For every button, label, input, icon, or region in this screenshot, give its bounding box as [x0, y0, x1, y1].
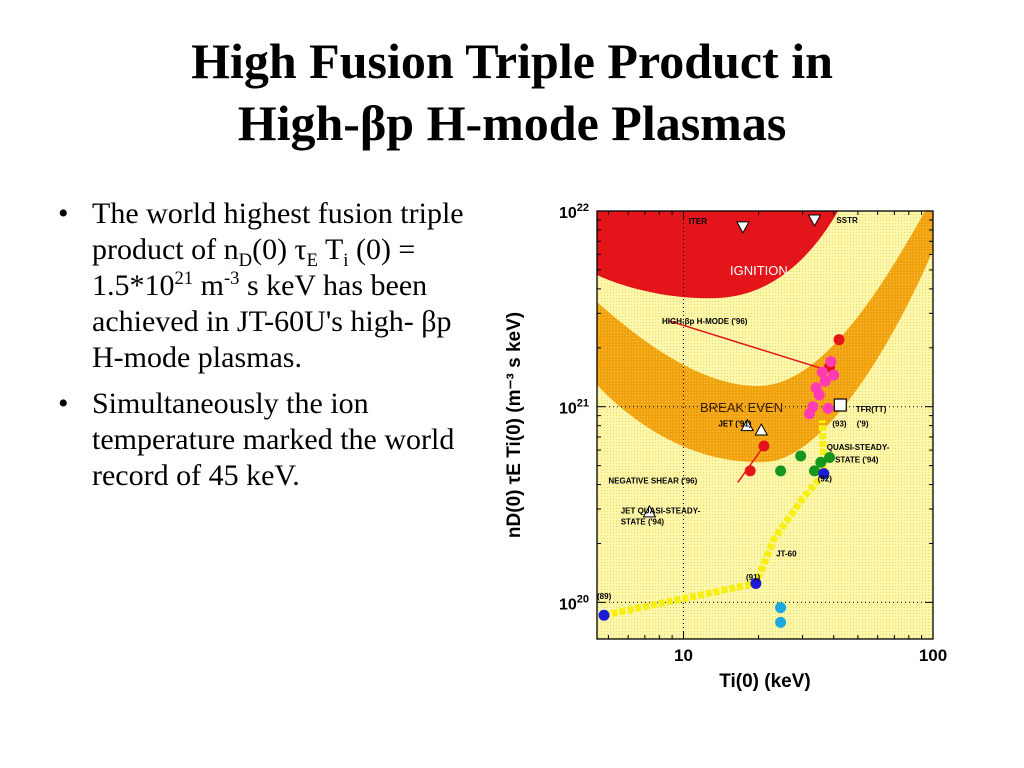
title-line-2: High-βp H-mode Plasmas: [237, 95, 787, 151]
bullet-subscript: D: [238, 250, 253, 271]
data-point-1-8: [828, 369, 840, 381]
bullet-marker: •: [58, 197, 69, 230]
annotation-12: STATE ('94): [621, 518, 665, 527]
annotation-9: NEGATIVE SHEAR ('96): [608, 477, 697, 486]
data-point-0-1: [758, 440, 770, 452]
annotation-5: TFR(TT): [856, 405, 887, 414]
triple-product-chart: IGNITION BREAK EVEN ITER SSTR HIGH-βp H-MODE…: [504, 202, 947, 692]
data-point-1-7: [804, 408, 816, 420]
annotation-3: JET ('91): [718, 420, 751, 429]
jt60-progress-arrow: [603, 420, 828, 619]
bullet-text: s keV has been achieved in JT-60U's high…: [92, 269, 452, 374]
title-line-1: High Fusion Triple Product in: [191, 33, 833, 89]
y-tick-label: 1021: [559, 398, 589, 418]
data-point-6-0: [736, 221, 750, 234]
data-point-7-0: [833, 398, 847, 412]
bullet-subscript: i: [343, 250, 349, 271]
bullet-text: The world highest fusion triple product …: [92, 197, 464, 266]
bullet-superscript: 21: [174, 268, 194, 289]
data-point-5-2: [642, 504, 657, 518]
bullet-text: (0) = 1.5*10: [92, 233, 416, 302]
data-point-2-3: [815, 456, 827, 468]
x-axis-label: Ti(0) (keV): [719, 671, 811, 692]
negative-shear-pointer: [737, 445, 765, 483]
data-point-0-3: [833, 334, 845, 346]
annotation-10: (92): [818, 474, 833, 483]
bullet-text: m: [193, 269, 224, 302]
slide-title: High Fusion Triple Product in High-βp H-…: [40, 30, 984, 154]
data-point-4-0: [775, 602, 787, 614]
break-even-label: BREAK EVEN: [700, 400, 783, 415]
x-tick-label: 10: [674, 646, 693, 665]
data-point-3-0: [598, 609, 610, 621]
annotation-13: JT-60: [776, 549, 797, 558]
annotation-6: ('9): [857, 420, 869, 429]
data-point-1-6: [825, 356, 837, 368]
bullet-item-triple-product: • The world highest fusion triple produc…: [58, 196, 468, 376]
annotation-8: STATE ('94): [835, 455, 879, 464]
bullet-subscript: E: [306, 250, 318, 271]
bullet-list: • The world highest fusion triple produc…: [58, 196, 468, 504]
annotation-4: (93): [832, 420, 847, 429]
x-tick-label: 100: [919, 646, 947, 665]
data-point-5-0: [740, 418, 755, 432]
annotation-2: HIGH-βp H-MODE ('96): [662, 317, 748, 326]
bullet-text: T: [317, 233, 344, 266]
data-point-1-5: [810, 382, 822, 394]
annotation-1: SSTR: [836, 216, 858, 225]
data-point-0-0: [744, 465, 756, 477]
data-point-4-1: [775, 616, 787, 628]
annotation-15: (89): [597, 592, 612, 601]
data-point-3-1: [750, 577, 762, 589]
ignition-label: IGNITION: [730, 263, 788, 278]
data-point-2-1: [795, 450, 807, 462]
ignition-region: [597, 211, 838, 299]
data-point-1-4: [822, 402, 834, 414]
y-tick-label: 1022: [559, 202, 589, 222]
plot-frame: [596, 210, 934, 640]
bullet-text: (0) τ: [252, 233, 307, 266]
bullet-marker: •: [58, 387, 69, 420]
bullet-item-ion-temperature: • Simultaneously the ion temperature mar…: [58, 386, 468, 494]
data-point-2-0: [775, 465, 787, 477]
high-beta-pointer: [668, 320, 834, 373]
data-point-6-1: [807, 214, 822, 227]
data-point-2-4: [824, 452, 836, 464]
data-point-3-2: [818, 468, 830, 480]
y-axis-label: nD(0) τE Ti(0) (m⁻³ s keV): [504, 312, 525, 538]
break-even-region: [597, 211, 933, 463]
data-point-1-2: [819, 375, 831, 387]
bullet-text: Simultaneously the ion temperature marke…: [92, 387, 455, 492]
data-point-1-3: [816, 366, 828, 378]
data-point-2-2: [809, 465, 821, 477]
data-point-5-1: [754, 422, 769, 436]
annotation-7: QUASI-STEADY-: [827, 443, 890, 452]
annotation-0: ITER: [689, 217, 707, 226]
annotation-11: JET QUASI-STEADY-: [621, 506, 701, 515]
annotation-14: (91): [746, 573, 761, 582]
bullet-superscript: -3: [223, 268, 240, 289]
y-tick-label: 1020: [559, 593, 589, 613]
